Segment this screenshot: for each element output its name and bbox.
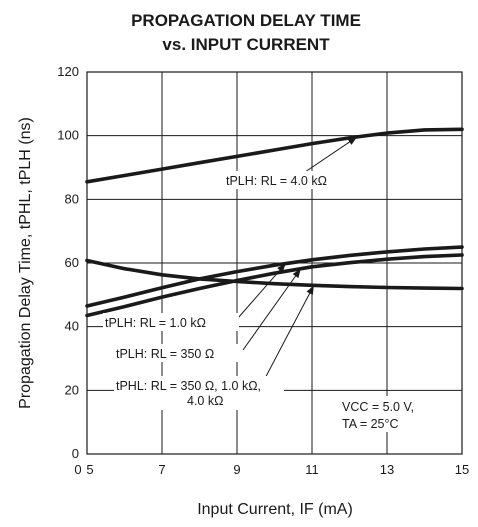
annotation-leaders [237,136,358,385]
leader-line [242,268,302,351]
series-lines [85,127,464,318]
label-bg-phl [114,376,284,410]
leader-arrowhead [277,263,286,273]
y-tick-label: 100 [57,128,79,143]
y-tick-label: 60 [65,255,79,270]
chart-subtitle: vs. INPUT CURRENT [162,35,330,54]
annotation-tphl-line1: tPHL: RL = 350 Ω, 1.0 kΩ, [116,379,261,393]
y-axis-label: Propagation Delay Time, tPHL, tPLH (ns) [17,117,34,409]
x-axis-label: Input Current, IF (mA) [197,501,353,518]
conditions-line2: TA = 25°C [342,417,399,431]
x-tick-label: 11 [305,462,319,477]
annotation-tplh-350: tPLH: RL = 350 Ω [116,347,214,361]
leader-line [304,136,358,173]
label-bg-plh4k [224,171,362,189]
leader-line [261,285,315,385]
label-bg-plh1k [103,313,239,331]
leader-arrowhead [347,136,357,145]
y-tick-label: 120 [57,64,79,79]
plot-frame [86,71,463,455]
x-tick-label: 7 [158,462,165,477]
x-tick-label: 15 [455,462,469,477]
x-tick-label: 0 [74,462,81,477]
series-line-ann_plh4k [85,127,464,184]
x-tick-label: 9 [233,462,240,477]
label-bg-conditions [336,396,456,432]
y-tick-labels: 0 20 40 60 80 100 120 [57,64,79,461]
annotation-tplh-1k: tPLH: RL = 1.0 kΩ [105,316,206,330]
annotation-tplh-4k: tPLH: RL = 4.0 kΩ [226,174,327,188]
label-bg-plh350 [114,344,242,362]
conditions-line1: VCC = 5.0 V, [342,400,414,414]
chart-title: PROPAGATION DELAY TIME [131,11,361,30]
y-tick-label: 80 [65,191,79,206]
x-tick-label: 13 [380,462,394,477]
series-line-ann_phl [85,258,464,291]
y-tick-label: 0 [72,446,79,461]
series-line-ann_plh350 [85,253,464,318]
leader-arrowhead [306,285,314,295]
x-tick-label: 5 [86,462,93,477]
x-tick-labels: 0 5 7 9 11 13 15 [74,462,469,477]
series-line-ann_plh1k [85,245,464,308]
annotation-tphl-line2: 4.0 kΩ [187,394,223,408]
leader-arrowhead [292,268,301,279]
y-tick-label: 20 [65,382,79,397]
y-tick-label: 40 [65,319,79,334]
leader-line [237,263,287,319]
